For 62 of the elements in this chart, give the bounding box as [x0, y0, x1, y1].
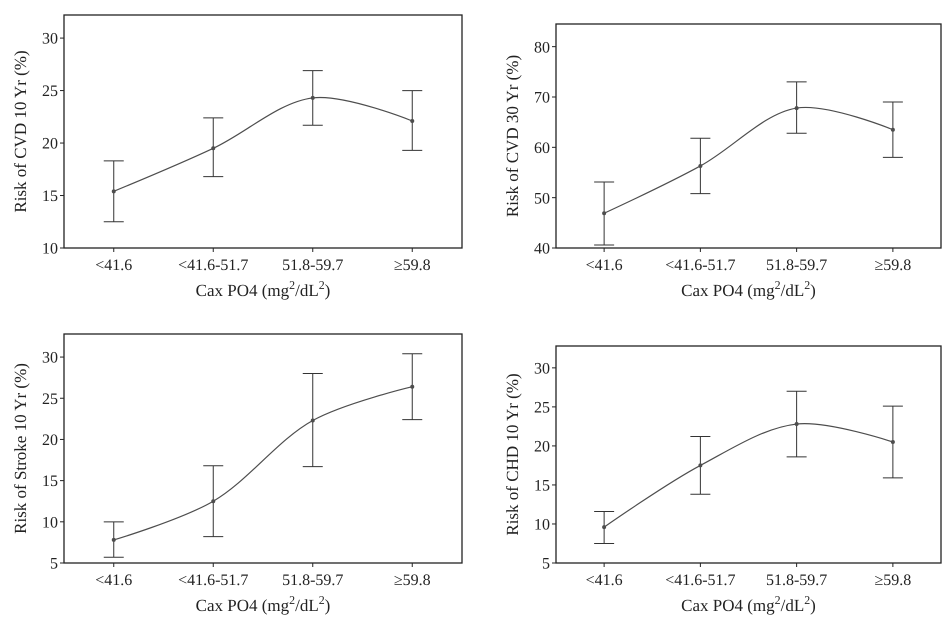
x-tick-label: <41.6 — [95, 572, 132, 589]
y-tick-label: 70 — [534, 90, 550, 107]
y-tick-label: 10 — [534, 516, 550, 534]
x-axis-title: Cax PO4 (mg$^{2}$/dL$^{2}$) — [196, 278, 330, 300]
point — [310, 418, 315, 422]
y-tick-label: 60 — [534, 140, 550, 157]
point — [410, 119, 414, 124]
y-tick-label: 10 — [42, 514, 58, 532]
point — [794, 106, 799, 110]
point — [602, 211, 606, 216]
y-tick-label: 30 — [534, 360, 550, 378]
x-tick-label: 51.8-59.7 — [766, 257, 828, 274]
y-tick-label: 15 — [42, 188, 58, 206]
point — [794, 422, 799, 426]
x-tick-label: ≥59.8 — [394, 572, 431, 589]
y-tick-label: 20 — [534, 438, 550, 456]
x-tick-label: <41.6 — [586, 257, 623, 274]
point — [112, 538, 116, 542]
x-tick-label: 51.8-59.7 — [766, 572, 828, 589]
y-axis-title: Risk of CHD 10 Yr (%) — [503, 373, 522, 536]
y-tick-label: 30 — [42, 30, 58, 48]
y-axis-title: Risk of CVD 30 Yr (%) — [503, 54, 522, 218]
x-tick-label: <41.6-51.7 — [178, 257, 248, 274]
y-tick-label: 25 — [42, 390, 58, 408]
point — [112, 189, 116, 194]
y-tick-label: 10 — [42, 240, 58, 258]
x-tick-label: ≥59.8 — [874, 257, 912, 274]
y-tick-label: 25 — [42, 83, 58, 100]
y-tick-label: 50 — [534, 190, 550, 208]
y-tick-label: 5 — [50, 556, 58, 573]
x-tick-label: <41.6 — [586, 572, 623, 589]
x-axis-title: Cax PO4 (mg$^{2}$/dL$^{2}$) — [681, 278, 816, 300]
x-tick-label: 51.8-59.7 — [282, 572, 344, 589]
y-tick-label: 20 — [42, 136, 58, 153]
y-axis-title: Risk of CVD 10 Yr (%) — [11, 50, 30, 213]
y-tick-label: 20 — [42, 432, 58, 450]
x-axis-title: Cax PO4 (mg$^{2}$/dL$^{2}$) — [196, 593, 330, 615]
y-tick-label: 15 — [42, 473, 58, 490]
point — [310, 96, 315, 100]
x-tick-label: ≥59.8 — [394, 257, 431, 274]
y-tick-label: 5 — [542, 556, 550, 573]
point — [211, 146, 216, 150]
point — [211, 499, 216, 504]
y-tick-label: 30 — [42, 350, 58, 367]
y-tick-label: 80 — [534, 39, 550, 56]
x-tick-label: <41.6-51.7 — [665, 572, 736, 589]
x-tick-label: ≥59.8 — [874, 572, 912, 589]
point — [410, 384, 414, 389]
x-tick-label: <41.6 — [95, 257, 132, 274]
x-tick-label: 51.8-59.7 — [282, 257, 344, 274]
x-axis-title: Cax PO4 (mg$^{2}$/dL$^{2}$) — [681, 593, 816, 615]
point — [890, 440, 895, 444]
y-axis-title: Risk of Stroke 10 Yr (%) — [11, 363, 30, 534]
y-tick-label: 40 — [534, 240, 550, 258]
x-tick-label: <41.6-51.7 — [178, 572, 248, 589]
y-tick-label: 25 — [534, 399, 550, 416]
point — [602, 525, 606, 530]
point — [698, 463, 702, 468]
point — [890, 128, 895, 132]
point — [698, 164, 702, 168]
x-tick-label: <41.6-51.7 — [665, 257, 736, 274]
y-tick-label: 15 — [534, 478, 550, 495]
